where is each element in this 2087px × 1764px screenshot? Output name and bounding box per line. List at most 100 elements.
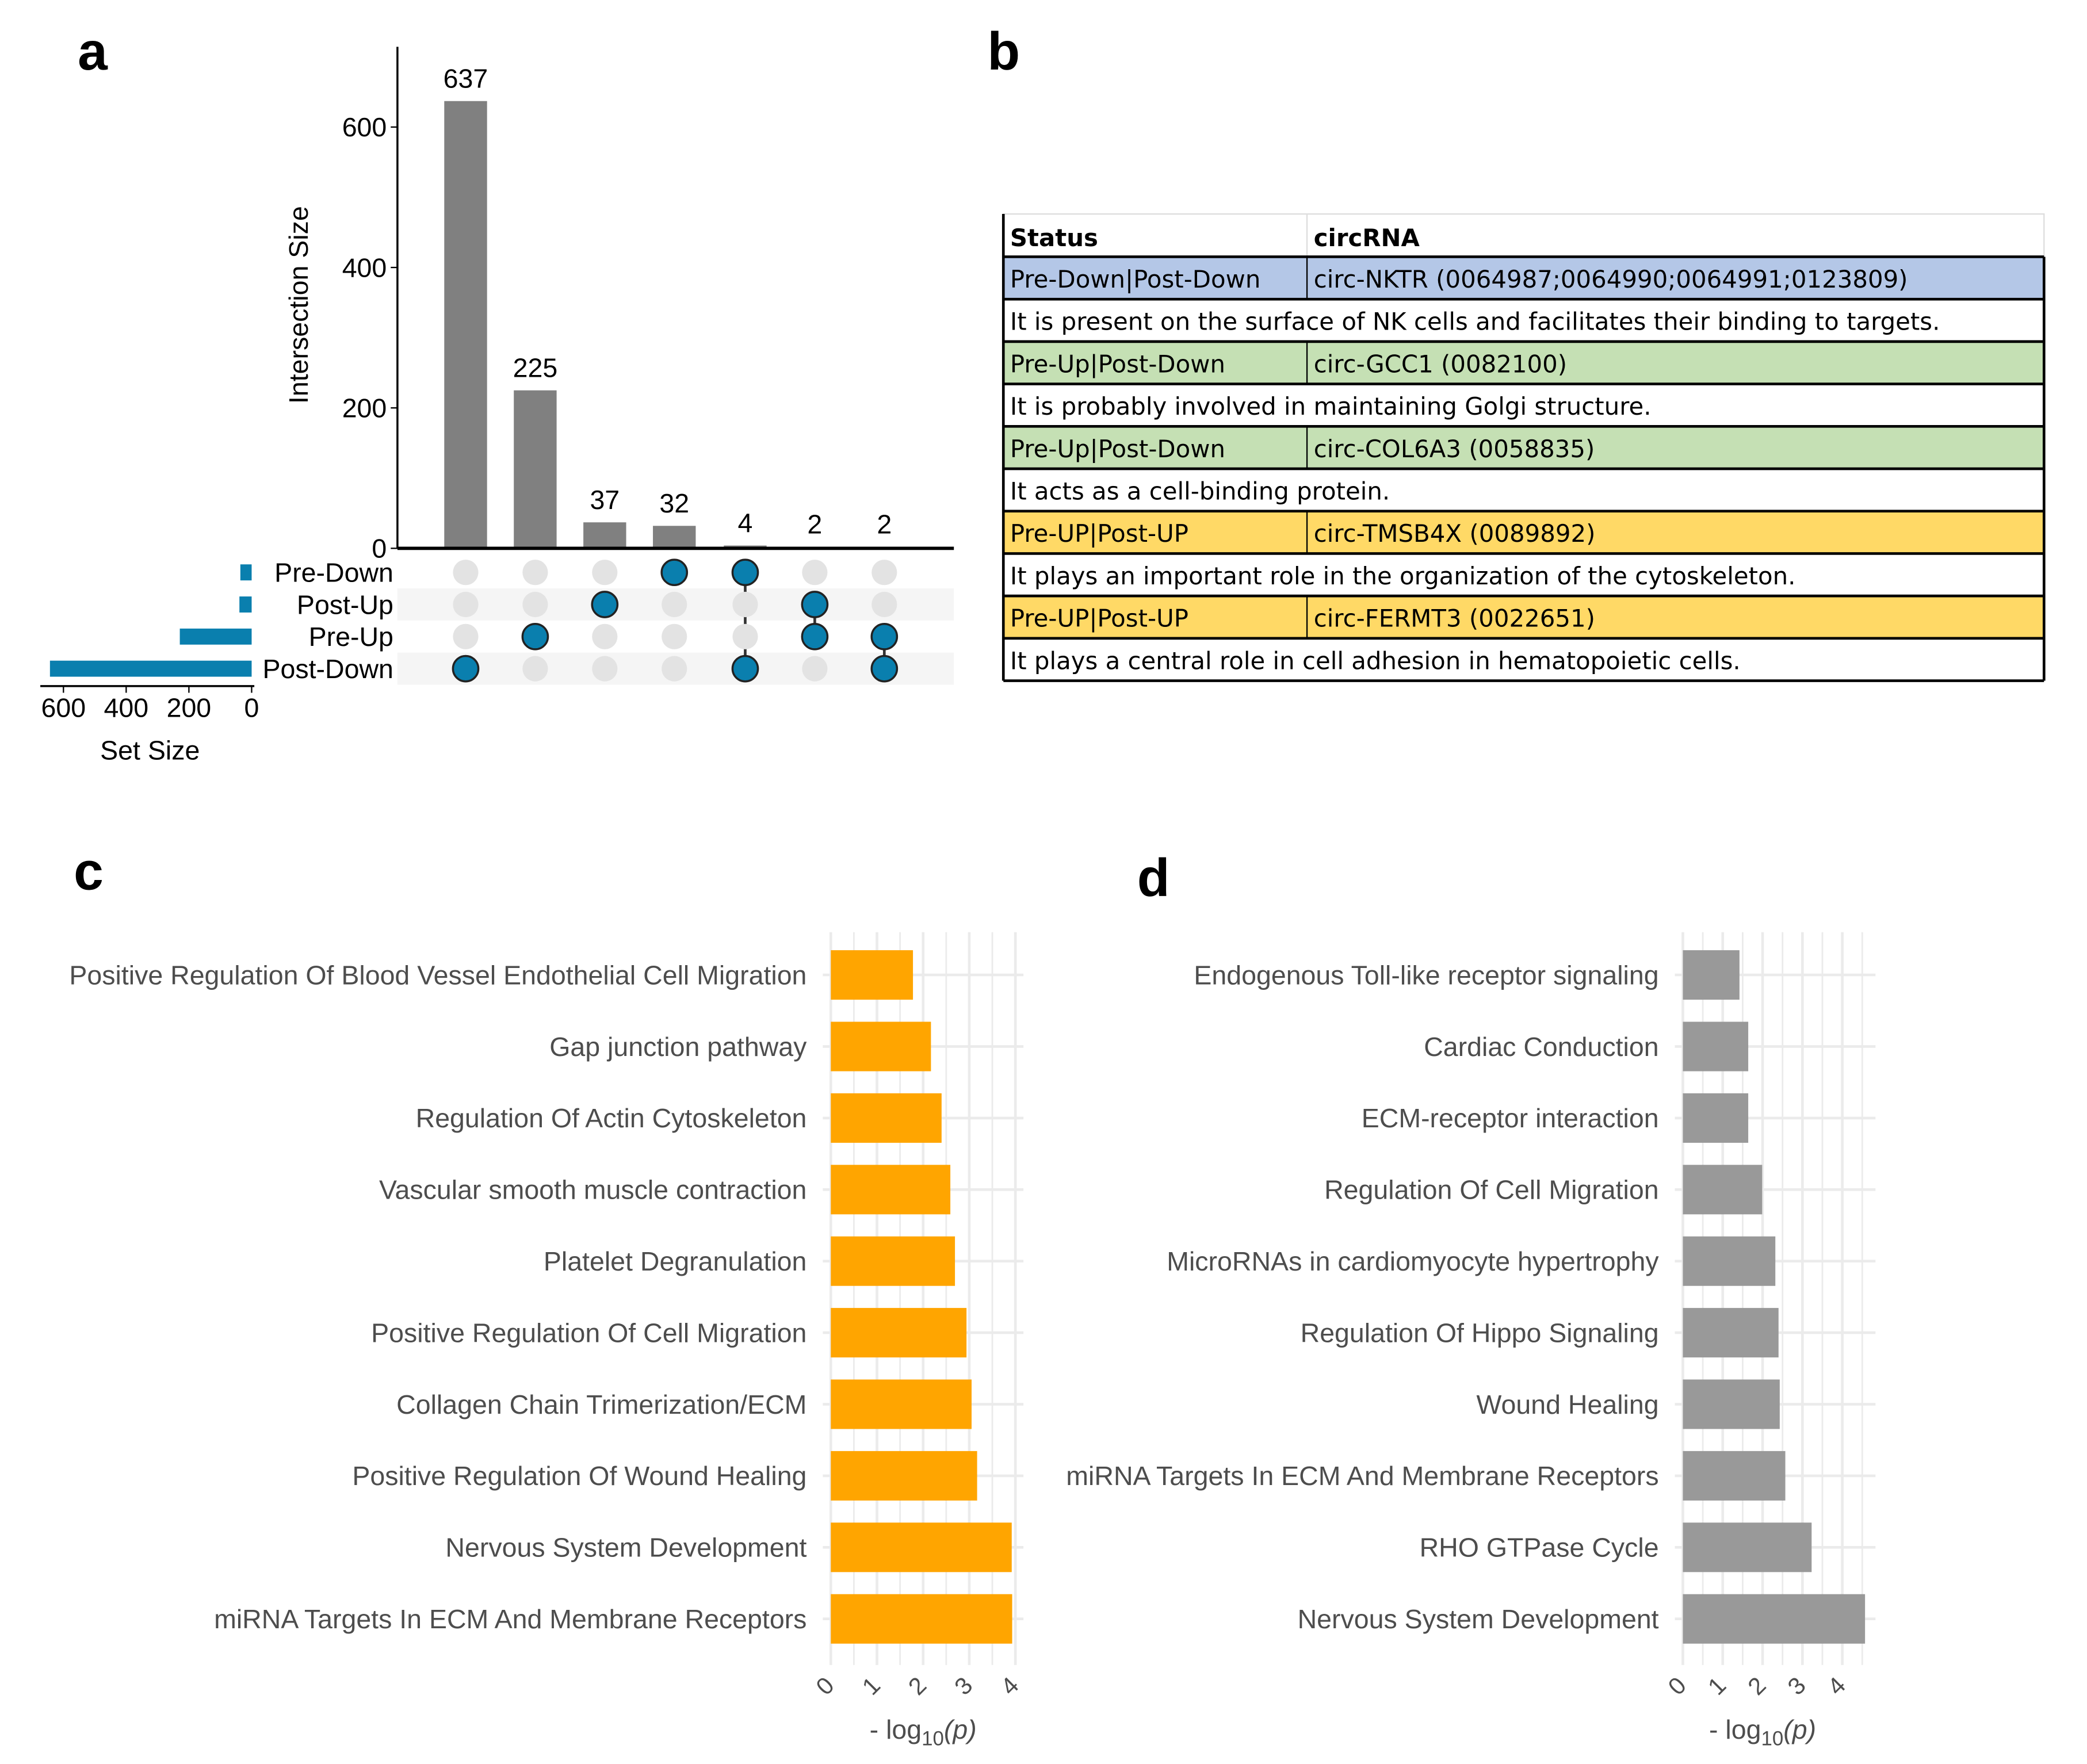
matrix-dot-empty [802, 560, 828, 586]
circrna-cell: circ-COL6A3 (0058835) [1314, 435, 1595, 463]
x-tick-label: 3 [949, 1671, 978, 1700]
x-tick-label: 0 [811, 1671, 839, 1700]
matrix-dot-filled [870, 655, 899, 683]
bar-value-label: 37 [590, 485, 620, 515]
set-size-bar [49, 660, 252, 677]
category-label: Nervous System Development [1298, 1604, 1659, 1634]
set-size-tick-label: 0 [244, 692, 259, 722]
table-row-status-fill [1003, 341, 2044, 384]
y-tick-label: 200 [342, 393, 387, 423]
enrichment-chart-c: Positive Regulation Of Blood Vessel Endo… [69, 932, 1024, 1750]
x-tick-label: 0 [1662, 1671, 1691, 1700]
matrix-dot-empty [872, 560, 897, 586]
x-tick-label: 1 [857, 1671, 885, 1700]
bar [1683, 1594, 1866, 1644]
bar-value-label: 4 [738, 508, 753, 538]
bar-value-label: 225 [513, 353, 558, 382]
matrix-dot-filled [731, 655, 759, 683]
header-status: Status [1010, 224, 1098, 252]
x-axis-title-tail: (p) [1783, 1715, 1816, 1744]
matrix-dot-empty [592, 560, 618, 586]
bar [1683, 1451, 1786, 1501]
matrix-dot-filled [870, 622, 899, 651]
matrix-dot-filled [660, 558, 689, 587]
enrichment-chart-d: Endogenous Toll-like receptor signaling C… [1066, 932, 1876, 1750]
set-label: Pre-Down [274, 557, 393, 587]
bar [1683, 1522, 1812, 1572]
category-label: miRNA Targets In ECM And Membrane Recept… [214, 1604, 806, 1634]
bar [831, 1379, 972, 1429]
table-row-status-fill [1003, 511, 2044, 554]
set-label: Pre-Up [309, 622, 393, 652]
matrix-dot-empty [522, 656, 548, 682]
table-row-note-fill [1003, 638, 2044, 681]
bar-value-label: 637 [444, 63, 488, 93]
upset-plot: 0 200 400 600 Intersection Size 637 225 37 32 4 2 2… [40, 47, 954, 766]
set-size-bar [179, 628, 252, 645]
matrix-dot-empty [453, 560, 479, 586]
category-label: Cardiac Conduction [1424, 1032, 1658, 1062]
matrix-dot-empty [732, 591, 758, 618]
panel-label-a: a [78, 21, 108, 81]
category-label: Collagen Chain Trimerization/ECM [396, 1390, 806, 1419]
matrix-dot-empty [522, 560, 548, 586]
bar [831, 1308, 967, 1358]
description-cell: It is present on the surface of NK cells… [1010, 308, 1940, 336]
matrix-dot-empty [662, 656, 687, 682]
bar [831, 1093, 942, 1143]
bar [1683, 1021, 1749, 1072]
table-row-note-fill [1003, 553, 2044, 596]
set-label: Post-Down [263, 654, 393, 684]
panel-label-c: c [74, 841, 104, 901]
set-size-tick-label: 400 [104, 692, 149, 722]
category-label: Nervous System Development [445, 1533, 806, 1563]
circrna-cell: circ-TMSB4X (0089892) [1314, 519, 1596, 548]
x-axis-title-main: - log [1709, 1715, 1761, 1744]
category-label: Endogenous Toll-like receptor signaling [1194, 960, 1658, 990]
bar [1683, 1236, 1776, 1286]
header-circrna: circRNA [1314, 224, 1420, 252]
matrix-dot-empty [453, 623, 479, 649]
intersection-bar [653, 526, 696, 549]
category-label: miRNA Targets In ECM And Membrane Recept… [1066, 1461, 1658, 1491]
x-tick-label: 4 [1822, 1671, 1851, 1700]
bar [831, 1021, 931, 1072]
category-label: Positive Regulation Of Cell Migration [371, 1318, 806, 1348]
category-label: Regulation Of Actin Cytoskeleton [416, 1103, 807, 1133]
circrna-cell: circ-FERMT3 (0022651) [1314, 604, 1595, 633]
x-tick-label: 4 [995, 1671, 1024, 1700]
x-axis-title-tail: (p) [944, 1715, 977, 1744]
bar [1683, 1308, 1779, 1358]
description-cell: It plays an important role in the organi… [1010, 562, 1796, 590]
panel-label-d: d [1137, 848, 1170, 908]
set-label: Post-Up [297, 590, 393, 619]
bar [831, 950, 913, 1000]
matrix-dot-filled [452, 655, 480, 683]
set-size-bar [240, 564, 252, 581]
bar-value-label: 32 [659, 488, 689, 518]
set-size-tick-label: 600 [41, 692, 86, 722]
bar [1683, 1093, 1749, 1143]
matrix-dot-empty [453, 591, 479, 618]
bar [1683, 950, 1740, 1000]
category-label: Positive Regulation Of Blood Vessel Endo… [69, 960, 806, 990]
circrna-table: Status circRNA Pre-Down|Post-Down circ-NKTR… [1002, 213, 2046, 682]
intersection-bar [583, 522, 626, 549]
status-cell: Pre-UP|Post-UP [1010, 519, 1188, 548]
category-label: MicroRNAs in cardiomyocyte hypertrophy [1167, 1246, 1659, 1276]
x-axis-title-subscript: 10 [1761, 1727, 1783, 1750]
set-size-title: Set Size [100, 736, 200, 766]
category-label: Vascular smooth muscle contraction [379, 1175, 806, 1205]
matrix-dot-filled [801, 622, 829, 651]
category-label: Platelet Degranulation [544, 1246, 807, 1276]
table-row-note-fill [1003, 384, 2044, 427]
status-cell: Pre-Down|Post-Down [1010, 265, 1260, 293]
set-size-bar [239, 596, 252, 613]
intersection-bar [444, 101, 487, 549]
bar [1683, 1379, 1780, 1429]
category-label: Wound Healing [1477, 1390, 1659, 1419]
x-tick-label: 2 [903, 1671, 932, 1700]
matrix-dot-filled [731, 558, 759, 587]
category-label: Regulation Of Cell Migration [1324, 1175, 1659, 1205]
